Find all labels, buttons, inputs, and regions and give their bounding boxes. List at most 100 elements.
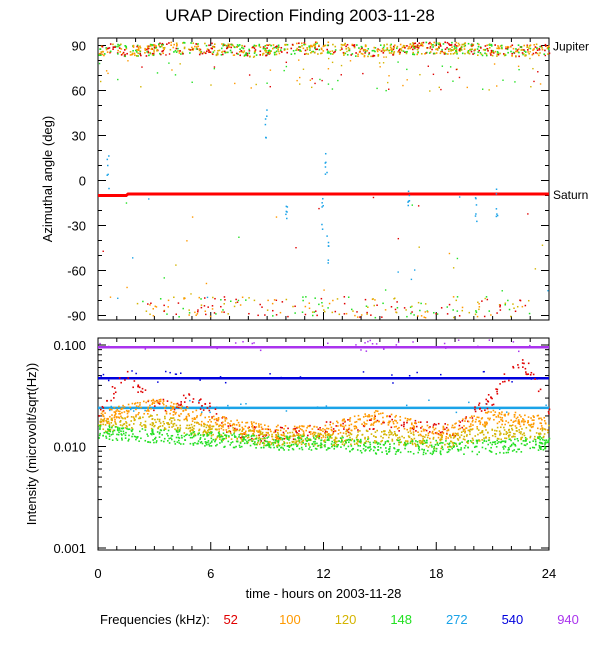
- series-point-jupiter: [525, 54, 527, 57]
- series-point-52: [474, 406, 476, 408]
- series-point-148: [118, 431, 120, 434]
- series-point-120: [481, 430, 484, 432]
- series-point-jupiter: [212, 53, 214, 56]
- series-point-148: [208, 432, 211, 434]
- series-point-low: [239, 304, 242, 306]
- series-point-jupiter: [349, 60, 352, 62]
- series-point-jupiter: [502, 79, 504, 81]
- series-point-148: [302, 435, 304, 438]
- series-point-148: [316, 442, 318, 445]
- series-point-148: [393, 447, 395, 449]
- series-point-100: [114, 411, 117, 414]
- series-point-low: [198, 296, 201, 299]
- series-point-148: [548, 437, 551, 440]
- series-point-148: [439, 450, 442, 452]
- series-point-120: [521, 436, 524, 439]
- series-point-120: [193, 427, 195, 430]
- series-point-120: [413, 437, 416, 440]
- series-point-148: [347, 441, 350, 444]
- series-point-jupiter: [417, 51, 419, 54]
- series-point-272: [405, 404, 408, 407]
- series-point-jupiter: [316, 48, 318, 51]
- series-point-jupiter: [126, 52, 128, 55]
- series-point-100: [296, 426, 298, 429]
- series-point-148: [124, 434, 127, 437]
- series-point-low: [154, 305, 157, 308]
- series-point-100: [237, 421, 240, 424]
- series-point-540: [131, 370, 133, 372]
- series-point-100: [487, 417, 489, 420]
- series-point-jupiter: [182, 42, 184, 44]
- series-point-120: [503, 429, 506, 431]
- series-point-100: [179, 406, 182, 409]
- series-point-120: [359, 430, 361, 432]
- series-point-52: [254, 427, 256, 429]
- series-point-148: [146, 433, 148, 436]
- series-point-272: [408, 194, 411, 197]
- series-point-100: [465, 417, 467, 420]
- series-point-120: [256, 430, 258, 432]
- series-point-540: [299, 376, 302, 378]
- series-point-jupiter: [225, 47, 228, 50]
- series-point-272: [321, 206, 323, 208]
- series-point-120: [495, 430, 498, 432]
- series-point-jupiter: [248, 52, 251, 55]
- series-point-120: [367, 436, 369, 438]
- series-point-low: [327, 307, 329, 309]
- series-point-jupiter: [291, 43, 294, 46]
- series-point-52: [480, 410, 483, 412]
- series-point-120: [133, 417, 136, 420]
- series-point-120: [500, 438, 502, 441]
- series-point-120: [485, 429, 487, 431]
- series-point-100: [364, 422, 366, 425]
- series-point-148: [98, 434, 101, 437]
- series-point-148: [205, 442, 207, 445]
- series-point-148: [368, 449, 371, 452]
- series-point-scatter: [206, 296, 209, 299]
- series-point-jupiter: [267, 51, 269, 54]
- series-point-low: [155, 306, 158, 308]
- series-point-low: [478, 308, 480, 311]
- series-point-148: [277, 440, 280, 442]
- series-point-148: [120, 427, 123, 430]
- series-point-100: [230, 420, 232, 422]
- series-point-jupiter: [218, 49, 221, 52]
- series-point-148: [535, 443, 537, 446]
- series-point-52: [102, 410, 105, 412]
- series-point-low: [413, 314, 415, 316]
- series-point-jupiter: [413, 47, 416, 49]
- series-point-120: [401, 435, 403, 438]
- series-point-120: [331, 437, 333, 439]
- series-point-jupiter: [345, 45, 347, 48]
- series-point-272: [132, 410, 135, 412]
- series-point-100: [107, 418, 109, 420]
- series-point-100: [390, 413, 393, 416]
- series-point-148: [203, 434, 206, 436]
- series-point-148: [541, 438, 544, 441]
- series-point-120: [389, 431, 392, 433]
- series-point-148: [163, 440, 165, 443]
- series-point-100: [172, 414, 175, 416]
- series-point-low: [485, 296, 488, 298]
- series-point-100: [344, 424, 347, 427]
- series-point-148: [112, 431, 114, 433]
- series-point-52: [202, 409, 205, 411]
- series-point-52: [133, 380, 136, 382]
- series-point-100: [543, 416, 546, 419]
- series-point-148: [167, 440, 169, 442]
- series-point-jupiter: [129, 51, 132, 53]
- series-point-148: [249, 438, 252, 441]
- series-point-120: [381, 439, 384, 442]
- series-point-148: [507, 449, 510, 451]
- series-point-jupiter: [452, 80, 454, 82]
- series-point-120: [520, 431, 522, 433]
- series-point-120: [252, 433, 254, 435]
- series-point-low: [318, 303, 320, 306]
- series-point-148: [364, 449, 366, 452]
- series-point-272: [495, 215, 498, 218]
- series-point-jupiter: [285, 65, 288, 68]
- series-point-low: [390, 306, 393, 308]
- series-point-148: [136, 437, 138, 439]
- series-point-low: [166, 313, 168, 315]
- series-point-940: [412, 341, 414, 343]
